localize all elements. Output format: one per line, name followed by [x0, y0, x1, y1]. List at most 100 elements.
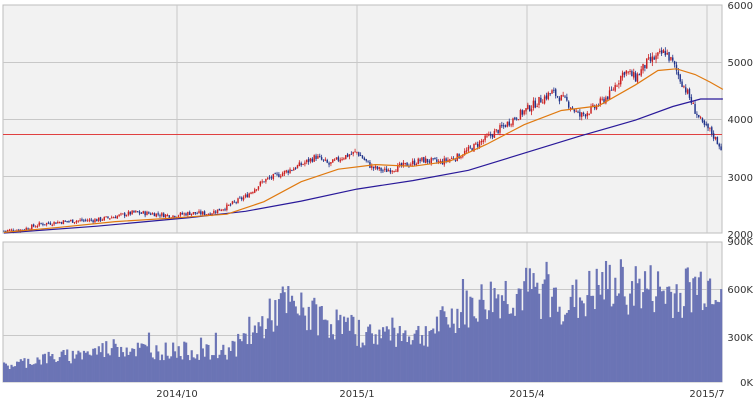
candle-body: [556, 96, 559, 98]
candle-body: [103, 217, 105, 221]
volume-bar: [673, 293, 676, 382]
volume-bar: [396, 333, 400, 382]
candle-body: [532, 100, 535, 109]
candle-body: [436, 159, 438, 162]
volume-bar: [283, 292, 286, 382]
candle-body: [638, 74, 641, 76]
volume-bar: [16, 361, 19, 382]
y-tick-label: 5000: [728, 58, 753, 69]
candle-body: [389, 169, 392, 173]
volume-bar: [469, 296, 472, 382]
volume-bar: [21, 360, 24, 382]
volume-bar: [523, 281, 526, 382]
volume-bar: [302, 307, 305, 382]
volume-bar: [328, 337, 331, 382]
volume-bar: [315, 304, 318, 382]
volume-bar: [699, 271, 702, 382]
volume-bar: [216, 358, 219, 382]
candle-body: [623, 72, 626, 75]
volume-bar: [73, 358, 76, 382]
volume-bar: [370, 333, 374, 382]
candle-body: [302, 164, 304, 166]
volume-bar: [25, 367, 28, 382]
candle-body: [88, 219, 91, 221]
volume-bar: [692, 278, 695, 382]
volume-bar: [8, 369, 11, 382]
volume-bar: [318, 306, 321, 382]
candle-body: [272, 174, 275, 180]
candle-body: [120, 213, 122, 215]
candle-body: [499, 125, 501, 133]
candle-body: [161, 213, 163, 216]
volume-bar: [621, 266, 624, 382]
candle-body: [610, 89, 613, 91]
candle-body: [694, 104, 696, 114]
volume-bar: [599, 294, 602, 382]
volume-bar: [155, 345, 158, 382]
candle-body: [57, 222, 59, 224]
volume-bar: [341, 333, 344, 382]
volume-bar: [348, 330, 351, 382]
volume-bar: [510, 313, 513, 382]
candle-body: [584, 114, 587, 117]
volume-bar: [188, 360, 191, 382]
candle-body: [514, 117, 516, 120]
volume-bar: [549, 317, 552, 382]
volume-bar: [445, 317, 448, 382]
volume-bar: [45, 363, 48, 382]
candle-body: [385, 168, 388, 173]
volume-bar: [460, 312, 463, 382]
volume-bar: [502, 300, 505, 382]
volume-bar: [346, 317, 349, 382]
candle-body: [536, 105, 538, 107]
candle-body: [315, 155, 317, 160]
volume-bar: [212, 355, 216, 382]
candle-body: [187, 212, 189, 216]
volume-bar: [357, 319, 361, 382]
candle-body: [445, 158, 447, 162]
volume-bar: [335, 309, 338, 382]
candle-body: [174, 215, 176, 218]
candle-body: [677, 71, 680, 76]
candle-body: [348, 154, 351, 157]
volume-bar: [103, 357, 106, 382]
volume-bar: [426, 346, 429, 382]
candle-body: [601, 98, 603, 100]
candle-body: [276, 173, 278, 175]
candle-body: [618, 83, 620, 85]
candle-body: [581, 112, 583, 117]
candle-body: [530, 108, 533, 112]
candle-body: [382, 170, 384, 172]
candle-body: [482, 140, 484, 142]
x-tick-label: 2015/1: [339, 389, 374, 400]
volume-bar: [536, 282, 539, 382]
candle-body: [475, 143, 477, 145]
candle-body: [159, 215, 161, 217]
candle-body: [257, 186, 260, 190]
volume-bar: [686, 267, 689, 382]
volume-bar: [224, 354, 227, 382]
volume-bar: [580, 300, 583, 382]
volume-bar: [409, 344, 413, 382]
volume-bar: [556, 311, 559, 382]
volume-bar: [359, 347, 362, 382]
volume-bar: [352, 316, 355, 382]
volume-bar: [246, 344, 249, 382]
candle-body: [540, 97, 542, 103]
candle-body: [107, 216, 109, 218]
candle-body: [595, 105, 598, 110]
candle-body: [322, 159, 325, 161]
volume-bar: [3, 362, 6, 382]
candle-body: [49, 222, 52, 225]
volume-bar: [51, 353, 54, 382]
volume-bar: [38, 359, 41, 382]
volume-bar: [84, 352, 87, 382]
volume-bar: [478, 299, 481, 382]
candle-body: [135, 211, 137, 213]
candle-body: [551, 90, 553, 94]
volume-bar: [82, 350, 86, 382]
volume-bar: [118, 356, 121, 382]
volume-bar: [695, 294, 699, 382]
volume-bar: [270, 320, 273, 382]
candle-body: [335, 157, 338, 160]
